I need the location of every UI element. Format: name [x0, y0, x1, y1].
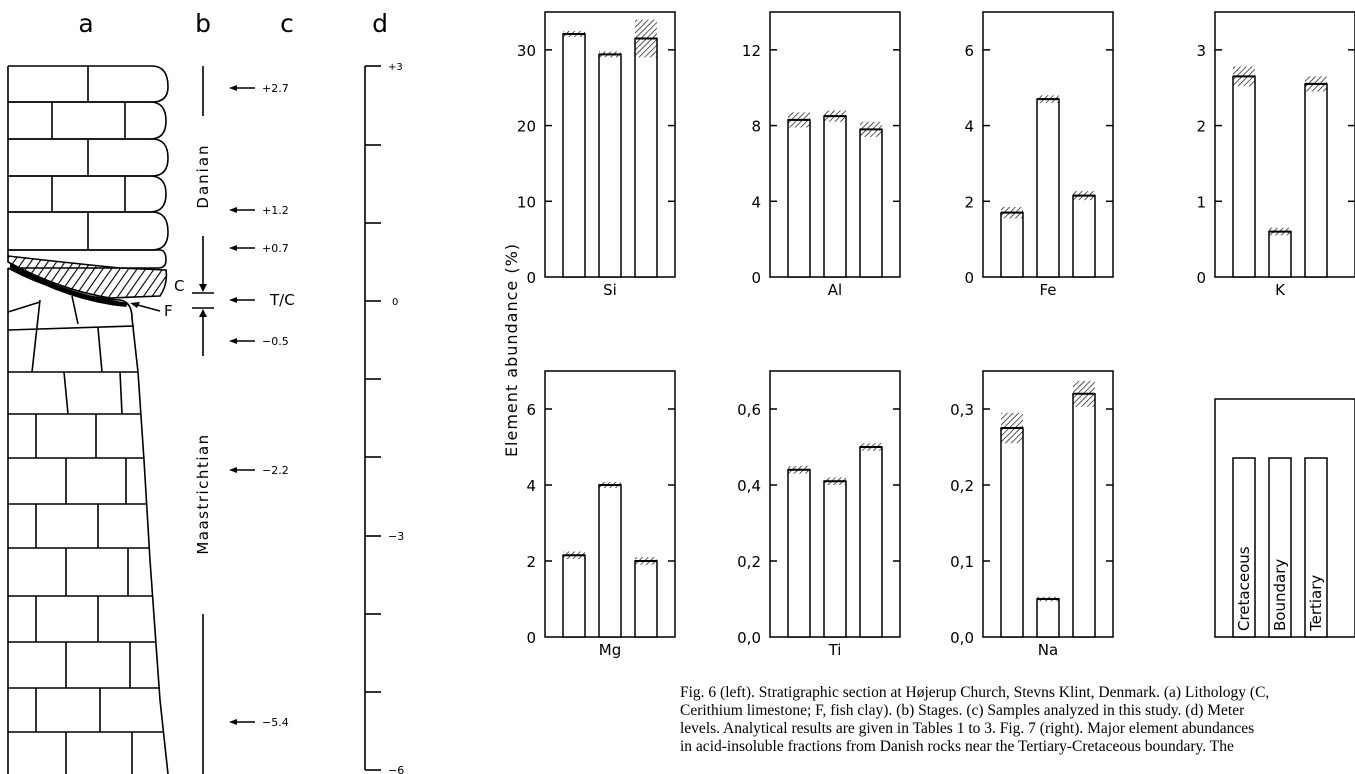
- legend-bar: [1304, 457, 1328, 638]
- y-tick-label: 0,6: [737, 401, 761, 419]
- y-tick-label: 6: [964, 42, 974, 60]
- caption-line: levels. Analytical results are given in …: [680, 720, 1255, 737]
- bar: [1036, 598, 1060, 638]
- panel-label-b: b: [195, 9, 211, 38]
- bar: [1232, 75, 1256, 278]
- stage-bars: [192, 66, 214, 774]
- y-tick-label: 2: [1196, 118, 1206, 136]
- bar: [823, 115, 847, 278]
- bar: [562, 33, 586, 278]
- stage-maastrichtian: Maastrichtian: [194, 433, 212, 554]
- meter-tick-label: −3: [388, 530, 404, 543]
- bar: [1000, 427, 1024, 638]
- y-tick-label: 0,4: [737, 477, 761, 495]
- bar: [1036, 98, 1060, 278]
- y-tick-label: 4: [526, 477, 536, 495]
- y-tick-label: 0,3: [950, 401, 974, 419]
- bar: [1072, 194, 1096, 278]
- y-tick-label: 0,2: [950, 477, 974, 495]
- sample-label: +2.7: [262, 82, 289, 95]
- bar: [634, 37, 658, 278]
- y-tick-label: 0,0: [950, 629, 974, 647]
- y-axis-label: Element abundance (%): [502, 243, 521, 457]
- sample-label: −2.2: [262, 464, 289, 477]
- bar: [598, 53, 622, 278]
- bar: [823, 480, 847, 638]
- y-tick-label: 6: [526, 401, 536, 419]
- element-abundance-chart: Element abundance (%) 0102030Si04812Al02…: [502, 11, 1355, 659]
- legend-bar: [1268, 457, 1292, 638]
- boundary-arrow-down-icon: [199, 284, 207, 292]
- bar: [562, 554, 586, 638]
- element-label: Ti: [828, 641, 842, 659]
- y-tick-label: 0,1: [950, 553, 974, 571]
- cerithium-label: C: [174, 277, 184, 295]
- y-tick-label: 2: [964, 193, 974, 211]
- figure-caption: Fig. 6 (left). Stratigraphic section at …: [680, 684, 1355, 756]
- sample-label: +1.2: [262, 204, 289, 217]
- y-tick-label: 10: [517, 193, 536, 211]
- maastrichtian-chalk-blocks: [7, 267, 169, 774]
- bar: [634, 560, 658, 638]
- element-label: K: [1275, 281, 1286, 299]
- y-tick-label: 0,2: [737, 553, 761, 571]
- bar: [1268, 230, 1292, 278]
- y-tick-label: 20: [517, 118, 536, 136]
- y-tick-label: 2: [526, 553, 536, 571]
- element-label: Si: [603, 281, 617, 299]
- legend-bar: [1232, 457, 1256, 638]
- element-label: Al: [828, 281, 842, 299]
- sample-label: −0.5: [262, 335, 289, 348]
- y-tick-label: 4: [751, 193, 761, 211]
- y-tick-label: 1: [1196, 193, 1206, 211]
- fish-clay-label: F: [164, 302, 173, 320]
- element-label: Mg: [599, 641, 621, 659]
- fish-clay-layer: [10, 263, 128, 307]
- panel-label-a: a: [78, 9, 93, 38]
- bar: [859, 446, 883, 638]
- y-tick-label: 0,0: [737, 629, 761, 647]
- meter-scale: [364, 65, 381, 771]
- danian-limestone-blocks: [7, 65, 169, 269]
- y-tick-label: 30: [517, 42, 536, 60]
- boundary-label: T/C: [269, 291, 295, 309]
- caption-line: in acid-insoluble fractions from Danish …: [680, 738, 1234, 755]
- cerithium-limestone-layer: [7, 255, 168, 299]
- y-tick-label: 0: [526, 269, 536, 287]
- meter-tick-label: +3: [388, 62, 403, 73]
- meter-tick-label: −6: [388, 764, 404, 774]
- bar: [1072, 393, 1096, 638]
- panel-label-d: d: [372, 9, 388, 38]
- panel-label-c: c: [280, 9, 294, 38]
- y-tick-label: 0: [751, 269, 761, 287]
- y-tick-label: 12: [742, 42, 761, 60]
- caption-line: Cerithium limestone; F, fish clay). (b) …: [680, 702, 1245, 719]
- y-tick-label: 0: [1196, 269, 1206, 287]
- legend-category-label: Boundary: [1271, 559, 1289, 631]
- y-tick-label: 0: [526, 629, 536, 647]
- sample-arrows: [229, 85, 255, 725]
- y-tick-label: 0: [964, 269, 974, 287]
- y-tick-label: 3: [1196, 42, 1206, 60]
- caption-line: Fig. 6 (left). Stratigraphic section at …: [680, 684, 1270, 701]
- stage-danian: Danian: [194, 143, 212, 208]
- y-tick-label: 8: [751, 118, 761, 136]
- bar: [787, 119, 811, 278]
- bar: [1000, 211, 1024, 278]
- bar: [859, 128, 883, 278]
- stratigraphic-section-figure: a b c d: [7, 9, 404, 774]
- meter-tick-label: 0: [392, 297, 398, 308]
- legend-category-label: Tertiary: [1307, 575, 1325, 632]
- sample-label: −5.4: [262, 716, 289, 729]
- fish-clay-pointer-arrow: [130, 302, 161, 312]
- element-label: Fe: [1039, 281, 1056, 299]
- boundary-arrow-up-icon: [199, 309, 207, 317]
- y-tick-label: 4: [964, 118, 974, 136]
- bar: [1304, 83, 1328, 278]
- element-label: Na: [1038, 641, 1058, 659]
- sample-label: +0.7: [262, 242, 289, 255]
- legend-category-label: Cretaceous: [1235, 546, 1253, 631]
- bar: [598, 484, 622, 638]
- bar: [787, 469, 811, 638]
